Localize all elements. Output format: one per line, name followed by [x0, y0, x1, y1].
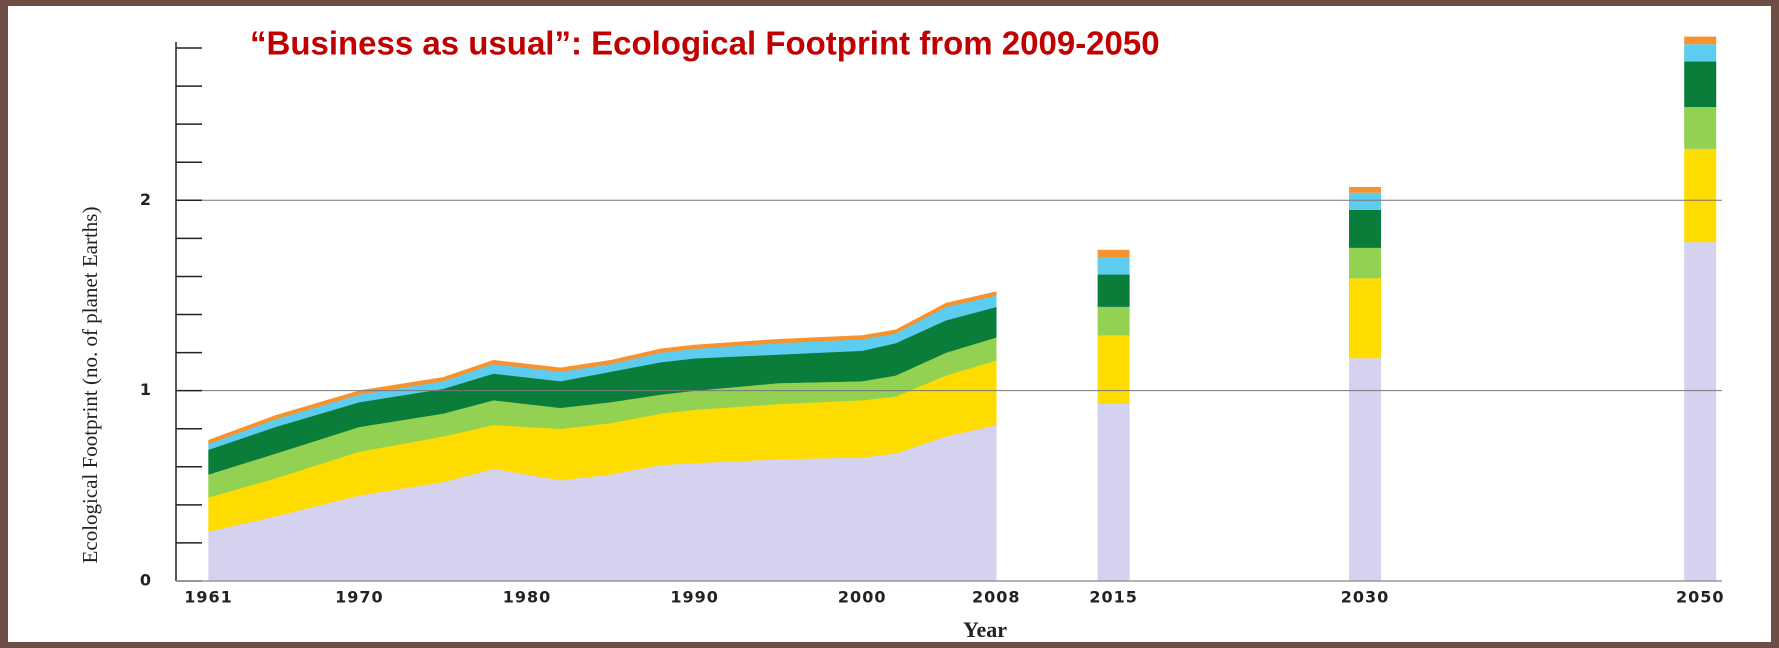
- bar-segment: [1684, 61, 1717, 108]
- bar-segment: [1097, 335, 1130, 404]
- bar-segment: [1684, 44, 1717, 62]
- bar-segment: [1349, 209, 1382, 248]
- x-tick-label: 1961: [184, 588, 233, 607]
- y-axis-label: Ecological Footprint (no. of planet Eart…: [78, 207, 102, 564]
- area-layer: [208, 291, 997, 445]
- bar-segment: [1349, 278, 1382, 359]
- x-axis-label: Year: [963, 617, 1007, 642]
- chart-title: “Business as usual”: Ecological Footprin…: [250, 25, 1160, 62]
- y-tick-label: 1: [140, 380, 152, 399]
- x-tick-label: 2030: [1341, 588, 1390, 607]
- bar-segment: [1097, 306, 1130, 336]
- y-tick-label: 0: [140, 571, 152, 590]
- x-tick-label: 2000: [838, 588, 887, 607]
- y-tick-label: 2: [140, 190, 152, 209]
- x-tick-label: 1970: [335, 588, 384, 607]
- bar-segment: [1684, 148, 1717, 243]
- x-tick-label: 2008: [972, 588, 1021, 607]
- x-tick-label: 1990: [670, 588, 719, 607]
- x-tick-label: 2015: [1089, 588, 1138, 607]
- x-tick-label: 1980: [503, 588, 552, 607]
- bar-segment: [1349, 358, 1382, 581]
- bar-segment: [1097, 249, 1130, 258]
- bar-segment: [1349, 247, 1382, 279]
- bar-segment: [1684, 107, 1717, 149]
- bar-segment: [1684, 242, 1717, 581]
- bar-segment: [1684, 36, 1717, 45]
- bar-segment: [1349, 192, 1382, 210]
- bar-segment: [1097, 257, 1130, 275]
- bar-segment: [1097, 274, 1130, 307]
- bar-segment: [1097, 403, 1130, 581]
- x-tick-label: 2050: [1676, 588, 1725, 607]
- bar-segment: [1349, 186, 1382, 193]
